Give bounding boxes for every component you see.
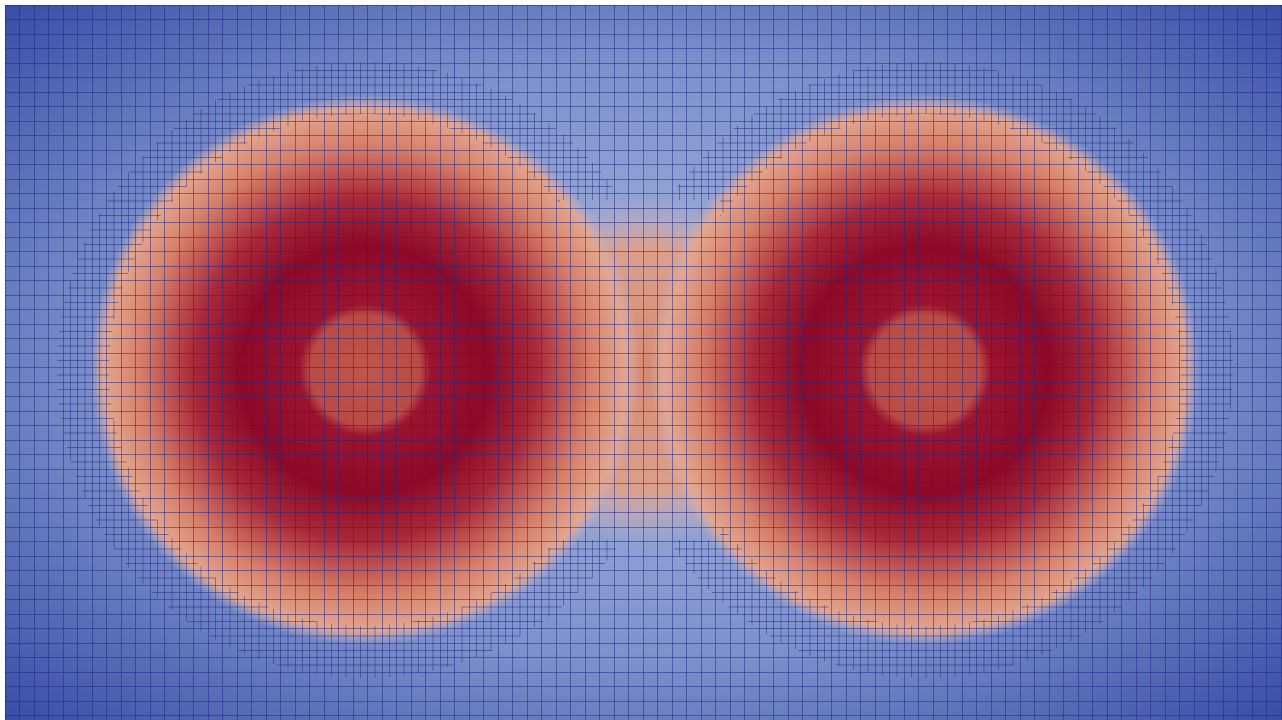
page (0, 0, 1282, 720)
mesh-view (0, 0, 1282, 720)
refined-mesh (5, 5, 1282, 720)
